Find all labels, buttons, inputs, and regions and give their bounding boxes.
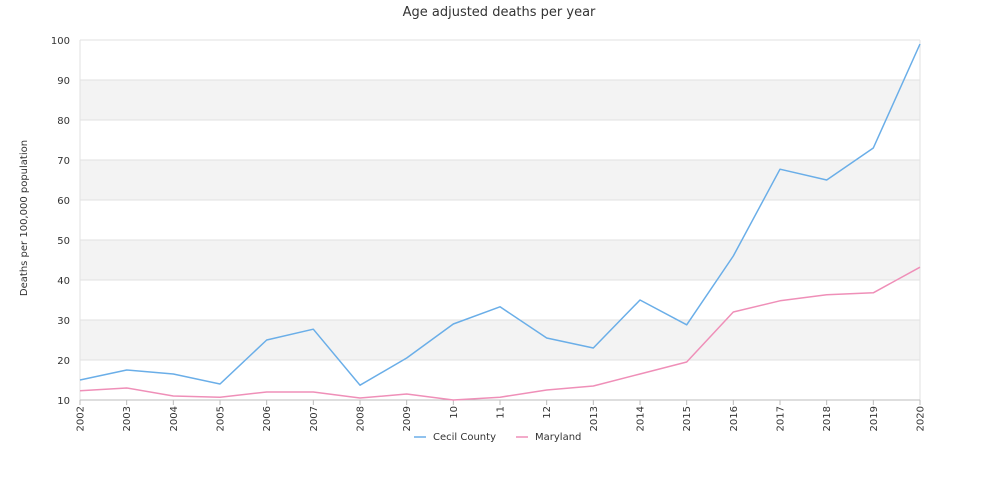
- x-tick-label: 2008: [356, 406, 367, 431]
- y-axis-label: Deaths per 100,000 population: [19, 140, 30, 296]
- y-tick-label: 20: [57, 356, 70, 367]
- y-tick-label: 40: [57, 276, 70, 287]
- series-line-maryland: [79, 266, 921, 401]
- y-tick-label: 50: [57, 236, 70, 247]
- grid-band: [80, 200, 920, 240]
- grid-band: [80, 240, 920, 280]
- x-tick-label: 2020: [916, 406, 927, 431]
- y-tick-label: 10: [57, 396, 70, 407]
- grid-band: [80, 280, 920, 320]
- grid-band: [80, 160, 920, 200]
- grid-bands: [80, 40, 920, 400]
- legend: Cecil County Maryland: [414, 432, 581, 443]
- x-tick-label: 2007: [309, 406, 320, 431]
- x-tick-label: 2005: [216, 406, 227, 431]
- x-tick-label: 2015: [682, 406, 693, 431]
- x-tick-label: 2006: [262, 406, 273, 431]
- x-tick-label: 2013: [589, 406, 600, 431]
- y-tick-label: 100: [51, 36, 70, 47]
- y-tick-label: 70: [57, 156, 70, 167]
- grid-band: [80, 40, 920, 80]
- series-lines: [79, 43, 921, 401]
- y-tick-label: 90: [57, 76, 70, 87]
- y-tick-label: 30: [57, 316, 70, 327]
- x-tick-label: 11: [496, 406, 507, 419]
- x-tick-label: 2016: [729, 406, 740, 431]
- x-tick-label: 2017: [776, 406, 787, 431]
- legend-label: Cecil County: [433, 432, 496, 443]
- chart-title: Age adjusted deaths per year: [403, 5, 596, 20]
- grid-band: [80, 120, 920, 160]
- x-tick-label: 2002: [76, 406, 87, 431]
- grid-lines: [79, 39, 921, 401]
- x-tick-label: 2009: [402, 406, 413, 431]
- series-line-cecil-county: [79, 43, 921, 386]
- legend-label: Maryland: [535, 432, 581, 443]
- x-axis-ticks: 2002 2003 2004 2005 2006 2007 2008 2009 10 11 12 20…: [76, 400, 927, 431]
- y-tick-label: 80: [57, 116, 70, 127]
- y-tick-label: 60: [57, 196, 70, 207]
- x-tick-label: 10: [449, 406, 460, 419]
- x-tick-label: 2004: [169, 406, 180, 431]
- x-tick-label: 12: [542, 406, 553, 419]
- x-tick-label: 2003: [122, 406, 133, 431]
- x-tick-label: 2018: [822, 406, 833, 431]
- grid-band: [80, 80, 920, 120]
- x-tick-label: 2014: [636, 406, 647, 431]
- grid-band: [80, 320, 920, 360]
- y-axis-ticks: 10 20 30 40 50 60 70 80 90 100: [51, 36, 70, 407]
- x-tick-label: 2019: [869, 406, 880, 431]
- grid-band: [80, 360, 920, 400]
